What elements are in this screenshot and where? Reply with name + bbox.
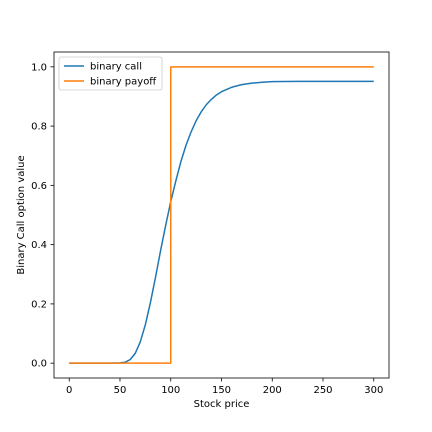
y-axis: 0.0 0.2 0.4 0.6 0.8 1.0 [31, 62, 54, 370]
x-tick-label: 250 [313, 385, 332, 396]
y-tick-label: 1.0 [31, 62, 47, 73]
legend-box [58, 56, 163, 91]
x-tick-label: 200 [263, 385, 282, 396]
legend-label-binary-payoff: binary payoff [90, 77, 157, 88]
x-tick-label: 150 [212, 385, 231, 396]
y-tick-label: 0.0 [31, 359, 47, 370]
x-axis: 0 50 100 150 200 250 300 [66, 378, 383, 396]
series-line-binary-payoff [69, 66, 374, 364]
y-tick-label: 0.2 [31, 299, 47, 310]
x-tick-label: 300 [364, 385, 383, 396]
y-tick-label: 0.4 [31, 240, 47, 251]
y-tick-label: 0.6 [31, 181, 47, 192]
x-tick-label: 0 [66, 385, 72, 396]
axes-frame [53, 51, 390, 379]
legend-label-binary-call: binary call [90, 62, 142, 73]
x-tick-label: 50 [114, 385, 127, 396]
series-layer [69, 66, 374, 364]
x-axis-label: Stock price [194, 399, 250, 410]
legend: binary call binary payoff [58, 56, 163, 91]
x-tick-label: 100 [161, 385, 180, 396]
y-tick-label: 0.8 [31, 122, 47, 133]
y-axis-label: Binary Call option value [16, 155, 27, 274]
